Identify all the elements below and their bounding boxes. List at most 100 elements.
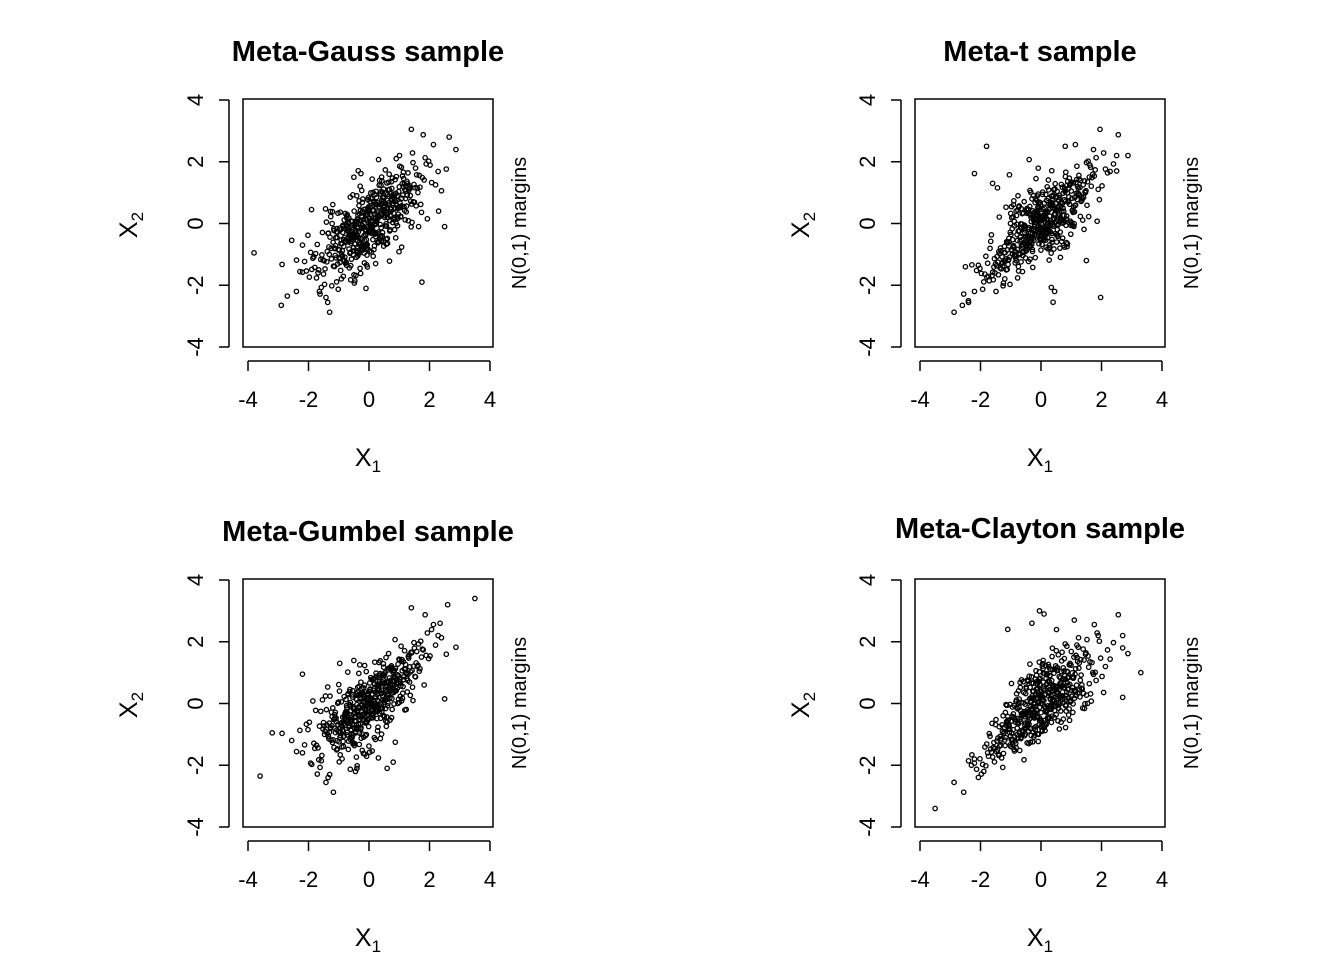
scatter-point — [412, 165, 419, 172]
scatter-point — [1050, 192, 1056, 198]
scatter-point — [1072, 202, 1078, 209]
scatter-point — [369, 176, 376, 182]
scatter-point — [364, 211, 371, 217]
scatter-point — [356, 210, 363, 217]
scatter-point — [330, 239, 336, 246]
scatter-point — [422, 611, 428, 618]
scatter-point — [1084, 178, 1091, 185]
scatter-point — [293, 748, 300, 755]
scatter-point — [279, 261, 285, 268]
scatter-point — [377, 232, 384, 239]
scatter-point — [335, 681, 342, 688]
scatter-point — [333, 279, 340, 285]
scatter-point — [341, 257, 348, 264]
scatter-point — [411, 645, 418, 652]
x-tick-label: 4 — [1156, 387, 1168, 412]
y-axis-label: X2 — [115, 692, 147, 718]
scatter-point — [353, 247, 360, 254]
scatter-point — [444, 601, 451, 608]
scatter-point — [1095, 186, 1102, 193]
scatter-point — [310, 698, 316, 704]
scatter-point — [1000, 282, 1006, 289]
scatter-point — [971, 288, 978, 295]
scatter-point — [1051, 211, 1058, 218]
scatter-point — [293, 288, 300, 295]
scatter-point — [1003, 238, 1010, 245]
scatter-point — [1003, 267, 1010, 273]
scatter-point — [401, 647, 408, 654]
scatter-point — [351, 174, 357, 181]
scatter-point — [354, 253, 361, 259]
scatter-point — [284, 293, 291, 299]
x-tick-label: 0 — [363, 867, 375, 892]
x-tick-label: -4 — [238, 387, 258, 412]
scatter-point — [1015, 192, 1021, 199]
scatter-point — [333, 255, 339, 261]
scatter-point — [1087, 658, 1093, 665]
scatter-point — [310, 255, 316, 262]
scatter-point — [1071, 223, 1077, 230]
scatter-point — [398, 643, 404, 650]
scatter-point — [318, 757, 325, 764]
scatter-point — [1039, 229, 1046, 236]
scatter-point — [374, 727, 381, 734]
panel-title: Meta-Gauss sample — [232, 36, 504, 68]
scatter-point — [328, 282, 335, 289]
scatter-point — [1085, 158, 1091, 165]
scatter-point — [1092, 167, 1099, 173]
y-tick-label: -2 — [183, 275, 208, 295]
scatter-point — [378, 174, 385, 180]
scatter-point — [1046, 714, 1052, 720]
scatter-point — [1000, 730, 1007, 737]
scatter-point — [399, 690, 406, 697]
scatter-point — [1007, 281, 1013, 288]
scatter-point — [1049, 239, 1055, 246]
x-tick-label: 0 — [1035, 387, 1047, 412]
scatter-point — [347, 194, 354, 200]
scatter-point — [288, 737, 295, 744]
scatter-point — [375, 704, 381, 711]
scatter-point — [989, 720, 995, 727]
scatter-point — [402, 195, 409, 202]
scatter-point — [962, 263, 969, 270]
scatter-point — [378, 731, 385, 737]
scatter-point — [380, 664, 387, 671]
scatter-point — [306, 274, 313, 280]
scatter-point — [396, 163, 403, 170]
scatter-point — [1048, 220, 1054, 227]
scatter-point — [405, 653, 412, 660]
scatter-point — [359, 747, 366, 754]
scatter-point — [1060, 684, 1067, 691]
scatter-point — [370, 700, 377, 707]
scatter-point — [314, 771, 321, 777]
scatter-point — [408, 126, 415, 133]
scatter-point — [332, 234, 339, 241]
scatter-point — [390, 210, 397, 216]
scatter-point — [355, 670, 362, 677]
scatter-point — [977, 755, 983, 762]
scatter-point — [323, 706, 330, 713]
scatter-point — [328, 737, 334, 743]
scatter-point — [406, 679, 413, 685]
panel-title: Meta-Gumbel sample — [222, 516, 514, 548]
scatter-point — [332, 715, 339, 722]
scatter-point — [1010, 243, 1016, 250]
x-tick-label: -2 — [971, 867, 991, 892]
scatter-point — [1091, 621, 1098, 628]
scatter-point — [386, 186, 393, 193]
scatter-point — [1062, 143, 1069, 150]
scatter-point — [367, 204, 374, 211]
scatter-point — [1045, 689, 1051, 695]
scatter-point — [357, 265, 363, 272]
scatter-point — [1073, 179, 1079, 186]
scatter-point — [340, 743, 347, 750]
scatter-point — [388, 178, 395, 185]
scatter-point — [1059, 649, 1065, 656]
y-tick-label: 0 — [855, 217, 880, 229]
scatter-point — [399, 195, 405, 202]
scatter-point — [1069, 709, 1076, 716]
scatter-point — [389, 706, 396, 713]
scatter-point — [1063, 239, 1070, 246]
scatter-point — [386, 684, 393, 691]
scatter-point — [349, 732, 356, 739]
